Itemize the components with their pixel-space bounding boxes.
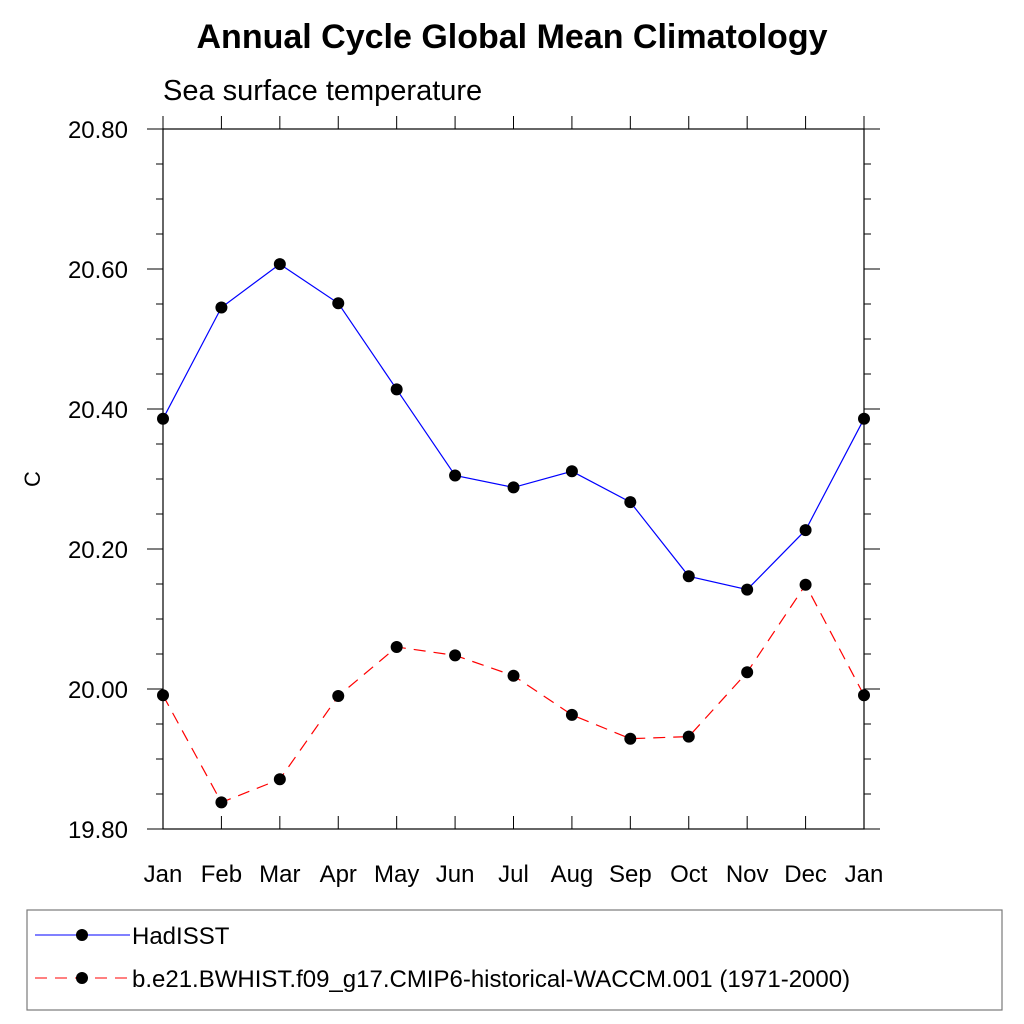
data-point (273, 258, 286, 271)
data-point (507, 481, 520, 494)
x-tick-label: Nov (726, 861, 769, 888)
x-tick-label: Jan (845, 861, 884, 888)
legend-entry-hadisst: HadISST (132, 923, 230, 950)
data-point (215, 301, 228, 314)
data-point (624, 496, 637, 509)
y-tick-label: 20.60 (68, 257, 128, 284)
data-point (390, 383, 403, 396)
data-point (332, 690, 345, 702)
x-tick-label: Sep (609, 861, 652, 888)
data-point (565, 708, 578, 721)
x-tick-labels: Jan Feb Mar Apr May Jun Jul Aug Sep Oct Nov Dec Jan (144, 861, 884, 888)
series-line-1 (162, 583, 865, 804)
data-point (332, 297, 345, 310)
x-tick-label: Feb (201, 861, 242, 888)
x-tick-label: Dec (784, 861, 827, 888)
data-point (157, 689, 169, 702)
y-tick-label: 20.40 (68, 397, 128, 424)
legend: HadISST b.e21.BWHIST.f09_g17.CMIP6-histo… (26, 909, 1003, 1011)
data-point (741, 583, 754, 596)
y-tick-label: 20.80 (68, 117, 128, 144)
legend-entry-model: b.e21.BWHIST.f09_g17.CMIP6-historical-WA… (132, 966, 850, 993)
chart-subtitle: Sea surface temperature (163, 75, 482, 107)
y-tick-labels: 19.80 20.00 20.20 20.40 20.60 20.80 (68, 117, 128, 844)
data-point (741, 666, 754, 679)
data-point (157, 412, 169, 425)
x-tick-label: Aug (551, 861, 594, 888)
x-tick-label: May (374, 861, 419, 888)
x-tick-label: Apr (320, 861, 357, 888)
data-point (682, 570, 695, 583)
data-point (799, 578, 812, 591)
data-point (624, 732, 637, 745)
x-tick-label: Jan (144, 861, 183, 888)
y-tick-label: 20.20 (68, 537, 128, 564)
series-line-0 (162, 263, 865, 591)
data-point (449, 469, 462, 482)
x-tick-label: Jun (436, 861, 475, 888)
data-point (390, 641, 403, 653)
y-tick-label: 20.00 (68, 677, 128, 704)
axis-ticks (147, 116, 880, 830)
x-tick-label: Mar (259, 861, 300, 888)
legend-swatch-marker (76, 972, 88, 984)
series-layer (157, 258, 870, 809)
legend-swatch-marker (76, 929, 88, 941)
data-point (682, 730, 695, 743)
data-point (858, 689, 870, 702)
plot-frame (162, 128, 865, 830)
x-tick-label: Oct (670, 861, 708, 888)
y-tick-label: 19.80 (68, 817, 128, 844)
data-point (507, 669, 520, 682)
data-point (273, 773, 286, 786)
legend-box (26, 909, 1003, 1011)
data-point (565, 465, 578, 478)
data-point (858, 412, 870, 425)
data-point (215, 796, 228, 809)
chart-title: Annual Cycle Global Mean Climatology (197, 18, 828, 56)
data-point (799, 524, 812, 537)
data-point (449, 649, 462, 662)
y-axis-label: C (20, 471, 45, 487)
x-tick-label: Jul (498, 861, 529, 888)
